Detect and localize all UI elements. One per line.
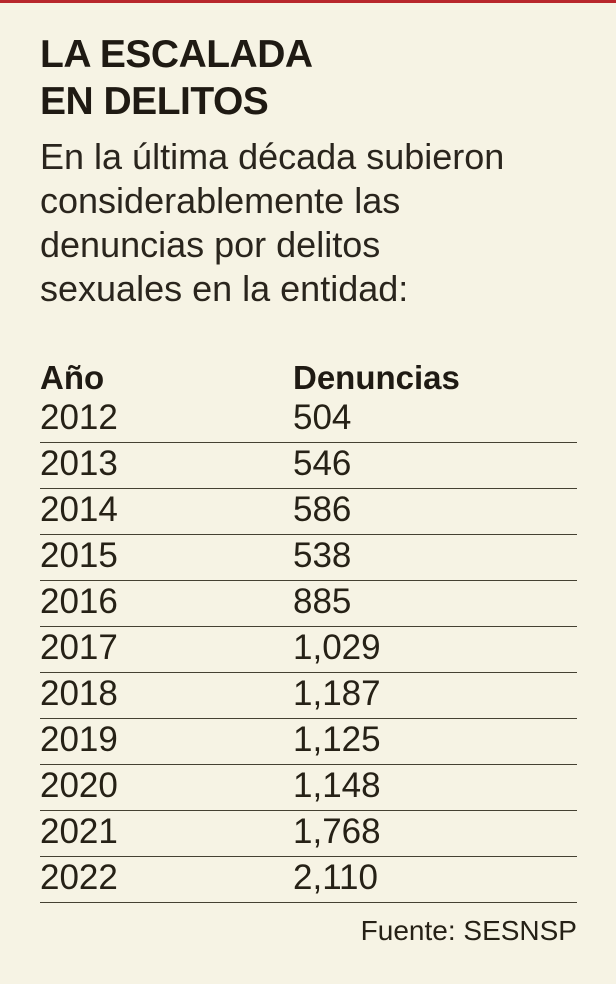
table-row: 2017 1,029: [40, 627, 577, 673]
table-row: 2012 504: [40, 397, 577, 443]
page-title-line1: LA ESCALADA: [40, 33, 313, 76]
row-year: 2019: [40, 720, 118, 759]
table-row: 2016 885: [40, 581, 577, 627]
table-header-row: Año Denuncias: [40, 355, 577, 397]
top-red-rule: [0, 0, 616, 3]
row-denuncias: 1,029: [293, 628, 381, 667]
row-denuncias: 1,148: [293, 766, 381, 805]
row-denuncias: 2,110: [293, 858, 378, 897]
column-header-year: Año: [40, 359, 105, 396]
row-year: 2015: [40, 536, 118, 575]
subtitle-line: considerablemente las: [40, 180, 401, 221]
table-row: 2021 1,768: [40, 811, 577, 857]
row-denuncias: 1,768: [293, 812, 381, 851]
source-credit: Fuente: SESNSP: [360, 915, 577, 946]
row-year: 2016: [40, 582, 118, 621]
row-denuncias: 1,125: [293, 720, 381, 759]
row-year: 2017: [40, 628, 118, 667]
table-row: 2020 1,148: [40, 765, 577, 811]
table-row: 2022 2,110: [40, 857, 577, 903]
data-table: Año Denuncias 2012 504 2013 546 2014 586…: [40, 355, 577, 903]
subtitle-line: sexuales en la entidad:: [40, 268, 409, 309]
row-denuncias: 1,187: [293, 674, 381, 713]
column-header-denuncias: Denuncias: [293, 359, 460, 396]
table-body: 2012 504 2013 546 2014 586 2015 538 2016…: [40, 397, 577, 903]
row-year: 2013: [40, 444, 118, 483]
page-title: LA ESCALADA EN DELITOS: [40, 31, 577, 125]
table-row: 2018 1,187: [40, 673, 577, 719]
table-row: 2019 1,125: [40, 719, 577, 765]
content-area: LA ESCALADA EN DELITOS En la última déca…: [0, 31, 616, 947]
row-year: 2018: [40, 674, 118, 713]
page-subtitle: En la última década subieron considerabl…: [40, 135, 577, 311]
row-denuncias: 504: [293, 398, 352, 437]
row-year: 2014: [40, 490, 118, 529]
row-year: 2012: [40, 398, 118, 437]
row-denuncias: 546: [293, 444, 352, 483]
row-denuncias: 538: [293, 536, 352, 575]
table-row: 2014 586: [40, 489, 577, 535]
table-row: 2015 538: [40, 535, 577, 581]
row-year: 2020: [40, 766, 118, 805]
subtitle-line: En la última década subieron: [40, 136, 505, 177]
row-year: 2021: [40, 812, 118, 851]
row-year: 2022: [40, 858, 118, 897]
subtitle-line: denuncias por delitos: [40, 224, 381, 265]
page-title-line2: EN DELITOS: [40, 80, 269, 123]
table-row: 2013 546: [40, 443, 577, 489]
row-denuncias: 885: [293, 582, 352, 621]
row-denuncias: 586: [293, 490, 352, 529]
